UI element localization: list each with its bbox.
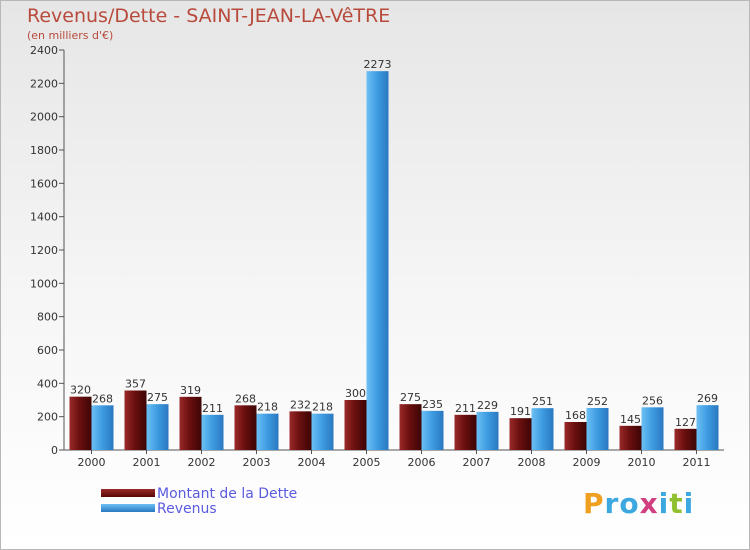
bar-revenus — [311, 413, 334, 450]
data-label-dette: 145 — [620, 413, 641, 426]
data-label-revenus: 268 — [92, 392, 113, 405]
logo-letter: o — [619, 487, 640, 520]
data-label-dette: 168 — [565, 409, 586, 422]
data-label-revenus: 275 — [147, 391, 168, 404]
bar-revenus — [91, 405, 114, 450]
data-label-revenus: 218 — [257, 401, 278, 414]
logo-letter: i — [658, 487, 670, 520]
data-label-revenus: 2273 — [364, 58, 392, 71]
y-tick-label: 1600 — [30, 177, 58, 190]
data-label-dette: 319 — [180, 384, 201, 397]
y-tick-label: 1200 — [30, 244, 58, 257]
y-tick-label: 200 — [37, 411, 58, 424]
bar-revenus — [641, 407, 664, 450]
bar-revenus — [476, 411, 499, 450]
bar-revenus — [586, 408, 609, 450]
y-tick-label: 400 — [37, 377, 58, 390]
bar-dette — [399, 404, 422, 450]
data-label-dette: 300 — [345, 387, 366, 400]
bar-dette — [674, 428, 697, 450]
bar-dette — [69, 396, 92, 450]
logo-letter: x — [639, 487, 659, 520]
proxiti-logo: Proxiti — [583, 487, 694, 520]
y-tick-label: 1400 — [30, 211, 58, 224]
bar-dette — [344, 400, 367, 450]
x-tick-label: 2004 — [298, 456, 326, 469]
logo-letter: i — [683, 487, 695, 520]
x-tick-label: 2007 — [463, 456, 491, 469]
data-label-dette: 127 — [675, 416, 696, 429]
data-label-dette: 211 — [455, 402, 476, 415]
chart-subtitle: (en milliers d'€) — [27, 29, 114, 42]
y-tick-label: 1000 — [30, 277, 58, 290]
bar-revenus — [201, 414, 224, 450]
legend-label-dette: Montant de la Dette — [157, 486, 298, 502]
bar-dette — [234, 405, 257, 450]
x-tick-label: 2000 — [78, 456, 106, 469]
data-label-dette: 357 — [125, 378, 146, 391]
data-label-revenus: 229 — [477, 399, 498, 412]
y-tick-label: 1800 — [30, 144, 58, 157]
y-tick-label: 800 — [37, 311, 58, 324]
chart-title: Revenus/Dette - SAINT-JEAN-LA-VêTRE — [27, 5, 391, 27]
logo-letter: t — [669, 487, 684, 520]
bar-dette — [124, 390, 147, 450]
x-tick-label: 2011 — [683, 456, 711, 469]
x-tick-label: 2002 — [188, 456, 216, 469]
data-label-revenus: 251 — [532, 395, 553, 408]
bar-revenus — [256, 413, 279, 450]
bar-revenus — [366, 71, 389, 451]
x-tick-label: 2003 — [243, 456, 271, 469]
x-tick-label: 2005 — [353, 456, 381, 469]
bar-revenus — [531, 408, 554, 450]
bar-revenus — [421, 410, 444, 450]
legend-swatch-dette — [101, 489, 155, 497]
data-label-revenus: 218 — [312, 401, 333, 414]
y-tick-label: 2200 — [30, 77, 58, 90]
y-tick-label: 2000 — [30, 111, 58, 124]
data-label-revenus: 256 — [642, 394, 663, 407]
logo-letter: P — [583, 487, 605, 520]
bar-dette — [179, 396, 202, 450]
data-label-dette: 232 — [290, 398, 311, 411]
x-tick-label: 2010 — [628, 456, 656, 469]
x-tick-label: 2006 — [408, 456, 436, 469]
y-tick-label: 2400 — [30, 44, 58, 57]
data-label-dette: 275 — [400, 391, 421, 404]
bar-dette — [509, 418, 532, 450]
bar-dette — [289, 411, 312, 450]
data-label-dette: 320 — [70, 384, 91, 397]
x-tick-label: 2001 — [133, 456, 161, 469]
logo-letter: r — [604, 487, 620, 520]
data-label-revenus: 235 — [422, 398, 443, 411]
bar-revenus — [696, 405, 719, 450]
bar-dette — [454, 414, 477, 450]
bar-dette — [564, 422, 587, 450]
x-tick-label: 2008 — [518, 456, 546, 469]
y-tick-label: 0 — [51, 444, 58, 457]
bar-dette — [619, 425, 642, 450]
data-label-revenus: 211 — [202, 402, 223, 415]
data-label-dette: 268 — [235, 392, 256, 405]
data-label-dette: 191 — [510, 405, 531, 418]
data-label-revenus: 269 — [697, 392, 718, 405]
data-label-revenus: 252 — [587, 395, 608, 408]
x-tick-label: 2009 — [573, 456, 601, 469]
legend-swatch-revenus — [101, 504, 155, 512]
legend-label-revenus: Revenus — [157, 501, 217, 517]
y-tick-label: 600 — [37, 344, 58, 357]
bar-revenus — [146, 404, 169, 450]
